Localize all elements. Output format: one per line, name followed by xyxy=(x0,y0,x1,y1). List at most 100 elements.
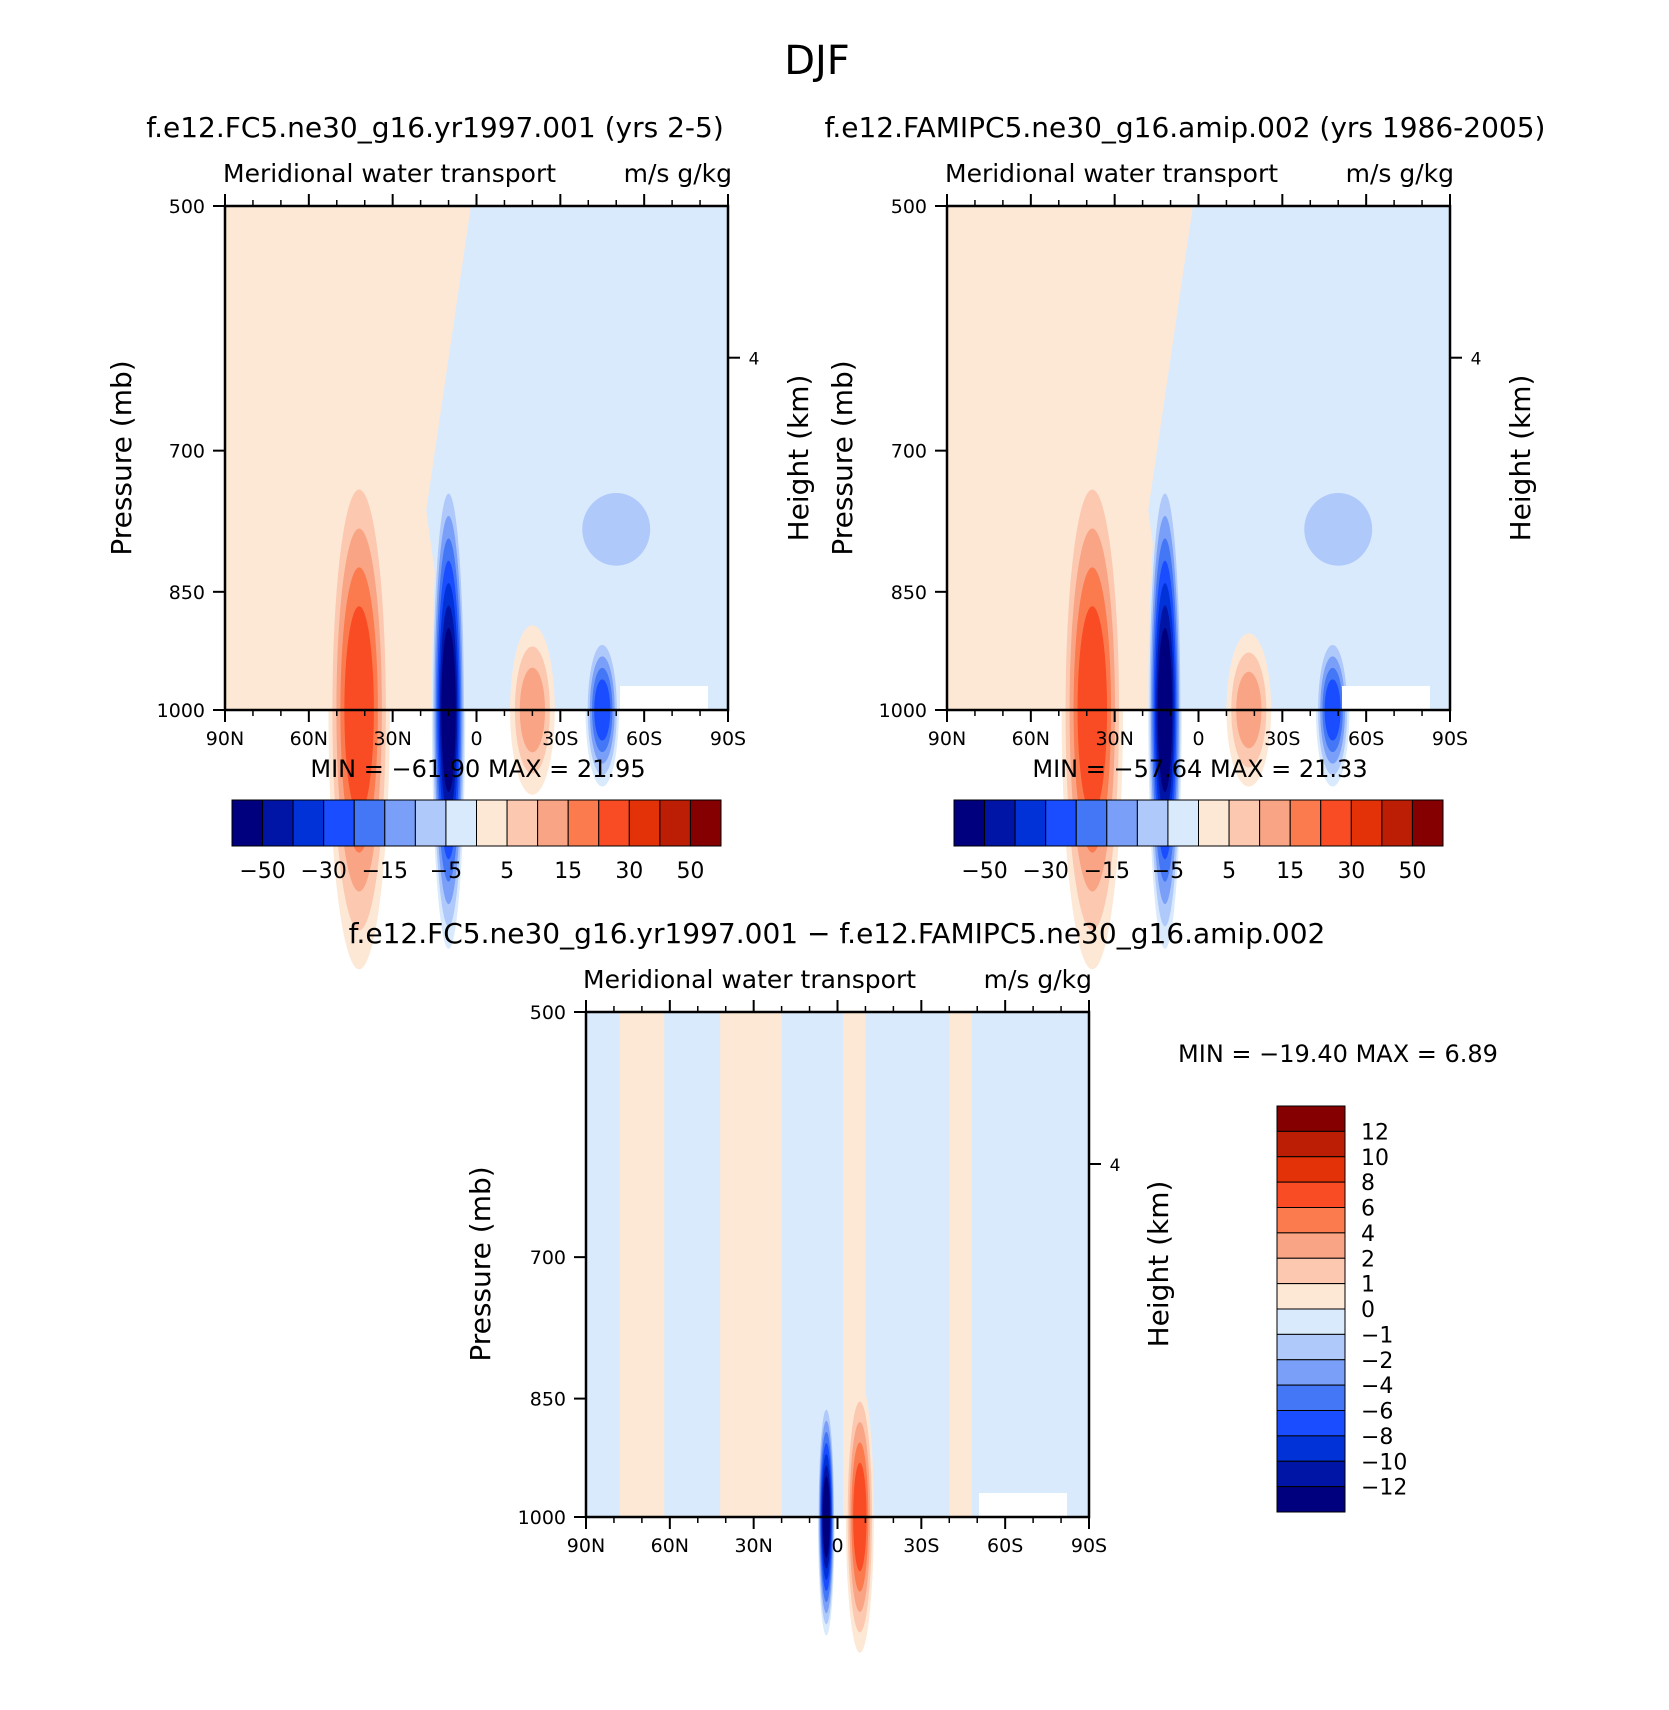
x-tick-label: 60S xyxy=(626,728,662,750)
x-tick-label: 60S xyxy=(1348,728,1384,750)
colorbar-label: 5 xyxy=(500,859,514,884)
colorbar-box xyxy=(1276,1359,1346,1386)
y-tick-label: 850 xyxy=(530,1389,566,1411)
colorbar-label: 15 xyxy=(1276,859,1304,884)
colorbar-box xyxy=(262,799,294,847)
y-tick-label: 1000 xyxy=(157,700,205,722)
colorbar-label: 50 xyxy=(676,859,704,884)
panel-bottom: f.e12.FC5.ne30_g16.yr1997.001 − f.e12.FA… xyxy=(349,917,1498,1653)
colorbar-box xyxy=(1350,799,1383,847)
negative-region xyxy=(1148,206,1450,710)
colorbar-box xyxy=(414,799,447,847)
panel-title: f.e12.FC5.ne30_g16.yr1997.001 (yrs 2-5) xyxy=(146,111,724,144)
contour-field xyxy=(225,206,728,970)
colorbar-label: 0 xyxy=(1361,1298,1375,1323)
colorbar-box xyxy=(1276,1181,1346,1208)
colorbar-box xyxy=(1276,1486,1346,1513)
negative-region xyxy=(426,206,728,710)
colorbar-label: 8 xyxy=(1361,1171,1375,1196)
colorbar-box xyxy=(506,799,539,847)
colorbar-label: 4 xyxy=(1361,1222,1375,1247)
panel-top-left: f.e12.FC5.ne30_g16.yr1997.001 (yrs 2-5) … xyxy=(105,111,815,970)
y-axis-right-label: Height (km) xyxy=(1142,1181,1175,1348)
colorbar-box xyxy=(1276,1105,1346,1132)
colorbar-label: −15 xyxy=(362,859,408,884)
x-tick-label: 90S xyxy=(710,728,746,750)
colorbar-box xyxy=(1075,799,1108,847)
colorbar-box xyxy=(1106,799,1138,847)
colorbar-box xyxy=(1136,799,1169,847)
colorbar-label: 2 xyxy=(1361,1247,1375,1272)
right-tick-label: 4 xyxy=(1110,1156,1121,1176)
right-string: m/s g/kg xyxy=(1346,159,1454,188)
plot-background xyxy=(586,1012,1089,1517)
colorbar-box xyxy=(567,799,600,847)
y-tick-label: 700 xyxy=(530,1247,566,1269)
y-axis-label: Pressure (mb) xyxy=(826,360,859,555)
colorbar-box xyxy=(953,799,986,847)
x-tick-label: 30S xyxy=(542,728,578,750)
colorbar-box xyxy=(1167,799,1199,847)
y-tick-label: 1000 xyxy=(518,1507,566,1529)
left-string: Meridional water transport xyxy=(583,965,916,994)
contour-level xyxy=(1304,492,1373,566)
y-axis-right-label: Height (km) xyxy=(782,375,815,542)
y-axis-label: Pressure (mb) xyxy=(105,360,138,555)
right-tick-label: 4 xyxy=(749,350,760,370)
y-tick-label: 700 xyxy=(169,441,205,463)
colorbar-label: 15 xyxy=(554,859,582,884)
panel-top-right: f.e12.FAMIPC5.ne30_g16.amip.002 (yrs 198… xyxy=(825,111,1545,970)
x-tick-label: 60N xyxy=(651,1535,689,1557)
colorbar-box xyxy=(984,799,1016,847)
x-tick-label: 30S xyxy=(903,1535,939,1557)
y-tick-label: 700 xyxy=(891,441,927,463)
colorbar-label: −8 xyxy=(1361,1425,1393,1450)
colorbar-box xyxy=(1276,1232,1346,1259)
x-tick-label: 90N xyxy=(567,1535,605,1557)
colorbar-box xyxy=(1276,1283,1346,1310)
colorbar-box xyxy=(231,799,264,847)
colorbar-box xyxy=(1276,1384,1346,1411)
colorbar-label: 10 xyxy=(1361,1146,1389,1171)
right-string: m/s g/kg xyxy=(624,159,732,188)
colorbar-label: 6 xyxy=(1361,1197,1375,1222)
colorbar-label: 1 xyxy=(1361,1273,1375,1298)
colorbar: −50 −30 −15 −5 5 15 30 50 xyxy=(231,799,722,884)
colorbar-box xyxy=(1276,1435,1346,1462)
positive-band xyxy=(720,1012,782,1517)
colorbar-label: −5 xyxy=(1152,859,1184,884)
left-string: Meridional water transport xyxy=(223,159,556,188)
left-string: Meridional water transport xyxy=(945,159,1278,188)
colorbar-label: 50 xyxy=(1398,859,1426,884)
x-tick-label: 90N xyxy=(206,728,244,750)
min-max-label: MIN = −61.90 MAX = 21.95 xyxy=(310,755,645,783)
colorbar-box xyxy=(1276,1410,1346,1437)
colorbar-box xyxy=(1276,1460,1346,1488)
figure-title: DJF xyxy=(784,38,850,84)
x-tick-label: 0 xyxy=(1192,728,1204,750)
x-tick-label: 60N xyxy=(290,728,328,750)
colorbar-label: 12 xyxy=(1361,1120,1389,1145)
x-tick-label: 30N xyxy=(734,1535,772,1557)
x-tick-label: 0 xyxy=(470,728,482,750)
colorbar-box xyxy=(1014,799,1047,847)
colorbar-box xyxy=(537,799,569,847)
contour-level xyxy=(582,492,651,566)
min-max-label: MIN = −19.40 MAX = 6.89 xyxy=(1178,1040,1498,1068)
colorbar-box xyxy=(384,799,416,847)
colorbar-box xyxy=(1289,799,1322,847)
colorbar-label: 30 xyxy=(615,859,643,884)
x-tick-label: 30S xyxy=(1264,728,1300,750)
colorbar-label: −50 xyxy=(239,859,285,884)
colorbar-label: −6 xyxy=(1361,1400,1393,1425)
x-tick-label: 90S xyxy=(1432,728,1468,750)
y-tick-label: 1000 xyxy=(879,700,927,722)
colorbar-box xyxy=(353,799,386,847)
positive-band xyxy=(949,1012,972,1517)
colorbar-box xyxy=(292,799,325,847)
colorbar-box xyxy=(1259,799,1291,847)
colorbar-box xyxy=(1411,799,1444,847)
positive-band xyxy=(619,1012,665,1517)
